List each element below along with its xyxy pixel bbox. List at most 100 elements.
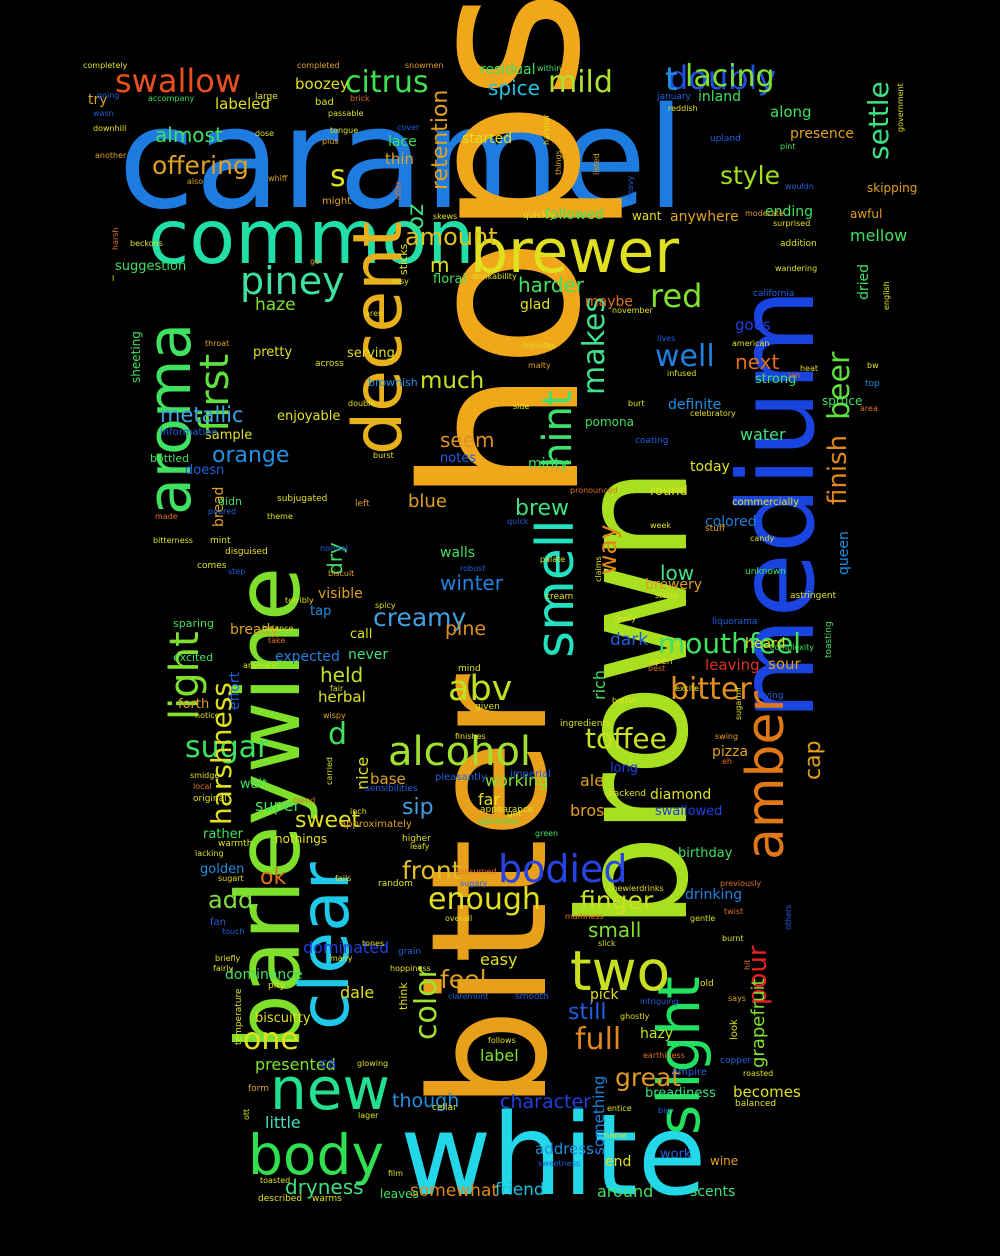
word-moderate: moderate <box>745 209 784 218</box>
word-old: old <box>700 979 714 989</box>
word-abv: abv <box>448 669 513 709</box>
word-follows: follows <box>488 1036 516 1045</box>
word-best: best <box>648 664 666 673</box>
word-serving: serving <box>347 346 395 361</box>
word-dried: dried <box>856 263 872 300</box>
word-metallic: metallic <box>160 403 244 427</box>
word-terribly: terribly <box>285 596 314 605</box>
word-round: round <box>650 484 688 499</box>
word-empire: empire <box>672 1067 708 1078</box>
word-golden: golden <box>200 862 245 877</box>
word-sticks: sticks <box>397 243 410 275</box>
word-throat: throat <box>205 339 230 348</box>
word-fails: fails <box>335 874 352 883</box>
word-s: s <box>330 159 346 194</box>
word-super: super <box>255 796 301 815</box>
word-tap: tap <box>310 604 332 619</box>
word-might: might <box>322 196 352 207</box>
word-unknown: unknown <box>745 567 786 577</box>
word-leaves: leaves <box>380 1187 419 1201</box>
word-drinkability: drinkability <box>472 272 517 281</box>
word-balanced: balanced <box>735 1099 777 1109</box>
word-normal: normal <box>320 544 349 553</box>
word-fairly: fairly <box>213 964 234 973</box>
word-california: california <box>753 289 795 299</box>
word-lager: lager <box>358 1111 379 1120</box>
word-says: says <box>728 994 746 1003</box>
word-sparing: sparing <box>173 617 214 630</box>
word-residual: residual <box>480 62 536 78</box>
word-brownish: brownish <box>368 376 418 389</box>
word-ghostly: ghostly <box>620 1012 650 1021</box>
word-definite: definite <box>668 397 722 413</box>
word-given: given <box>475 702 500 712</box>
word-lace: lace <box>388 134 417 150</box>
word-brick: brick <box>350 94 370 103</box>
word-smell: smell <box>526 519 586 658</box>
word-low: low <box>660 561 695 585</box>
word-warmth: warmth <box>218 839 253 849</box>
word-maybe: maybe <box>585 294 634 310</box>
word-labeled: labeled <box>215 95 271 113</box>
word-mind: mind <box>458 664 481 674</box>
word-local: local <box>193 782 212 791</box>
word-skipping: skipping <box>867 181 918 195</box>
word-wispy: wispy <box>323 711 346 720</box>
word-great: great <box>615 1063 682 1092</box>
word-surprised: surprised <box>773 219 811 228</box>
word-eh: eh <box>722 757 732 766</box>
word-full: full <box>575 1022 622 1057</box>
word-try: try <box>88 92 108 108</box>
word-herbal: herbal <box>318 688 366 706</box>
word-passable: passable <box>328 109 364 118</box>
word-also: also <box>187 177 204 186</box>
word-call: call <box>350 627 373 642</box>
word-brew: brew <box>515 496 570 521</box>
word-liquorama: liquorama <box>712 617 758 627</box>
word-another: another <box>95 151 127 160</box>
word-expected: expected <box>275 649 340 665</box>
word-glowing: glowing <box>357 1059 389 1068</box>
word-pity: pity <box>268 981 286 991</box>
word-end: end <box>605 1154 632 1170</box>
word-haze: haze <box>255 295 296 315</box>
word-sheeting: sheeting <box>129 331 143 383</box>
word-film: film <box>388 1169 404 1178</box>
word-didn: didn <box>218 495 242 508</box>
word-side: side <box>513 402 530 411</box>
word-smooth: smooth <box>515 992 549 1002</box>
word-though: though <box>392 1090 460 1112</box>
word-dryness: dryness <box>285 1175 364 1199</box>
word-m: m <box>430 253 450 277</box>
word-strong: strong <box>755 372 797 387</box>
word-random: random <box>378 879 413 889</box>
word-around: around <box>597 1182 654 1201</box>
word-something: something <box>590 1075 608 1155</box>
word-common: common <box>148 193 475 281</box>
word-copper: copper <box>720 1056 752 1066</box>
word-hit: hit <box>743 959 752 970</box>
word-january: january <box>657 92 691 102</box>
word-bros: bros <box>570 801 605 820</box>
word-drinking: drinking <box>685 887 743 903</box>
word-bottled: bottled <box>150 452 190 465</box>
word-grain: grain <box>398 947 422 957</box>
word-american: american <box>732 339 770 348</box>
word-floral: floral <box>433 272 467 287</box>
word-things: things <box>554 150 563 175</box>
word-inland: inland <box>698 89 741 105</box>
word-pick: pick <box>590 987 619 1003</box>
word-bitter: bitter <box>670 672 752 707</box>
word-citrus: citrus <box>345 65 429 100</box>
word-look: look <box>729 1019 740 1040</box>
word-harsher: harsher <box>542 114 551 145</box>
word-wandering: wandering <box>775 264 818 273</box>
word-mellow: mellow <box>850 226 908 245</box>
word-within: within <box>537 64 562 73</box>
word-started: started <box>462 131 513 147</box>
word-swallow: swallow <box>115 62 241 100</box>
word-gentle: gentle <box>690 914 716 923</box>
word-heat: heat <box>800 364 819 373</box>
word-biscuit: biscuit <box>328 569 355 578</box>
word-toffee: toffee <box>585 722 667 755</box>
